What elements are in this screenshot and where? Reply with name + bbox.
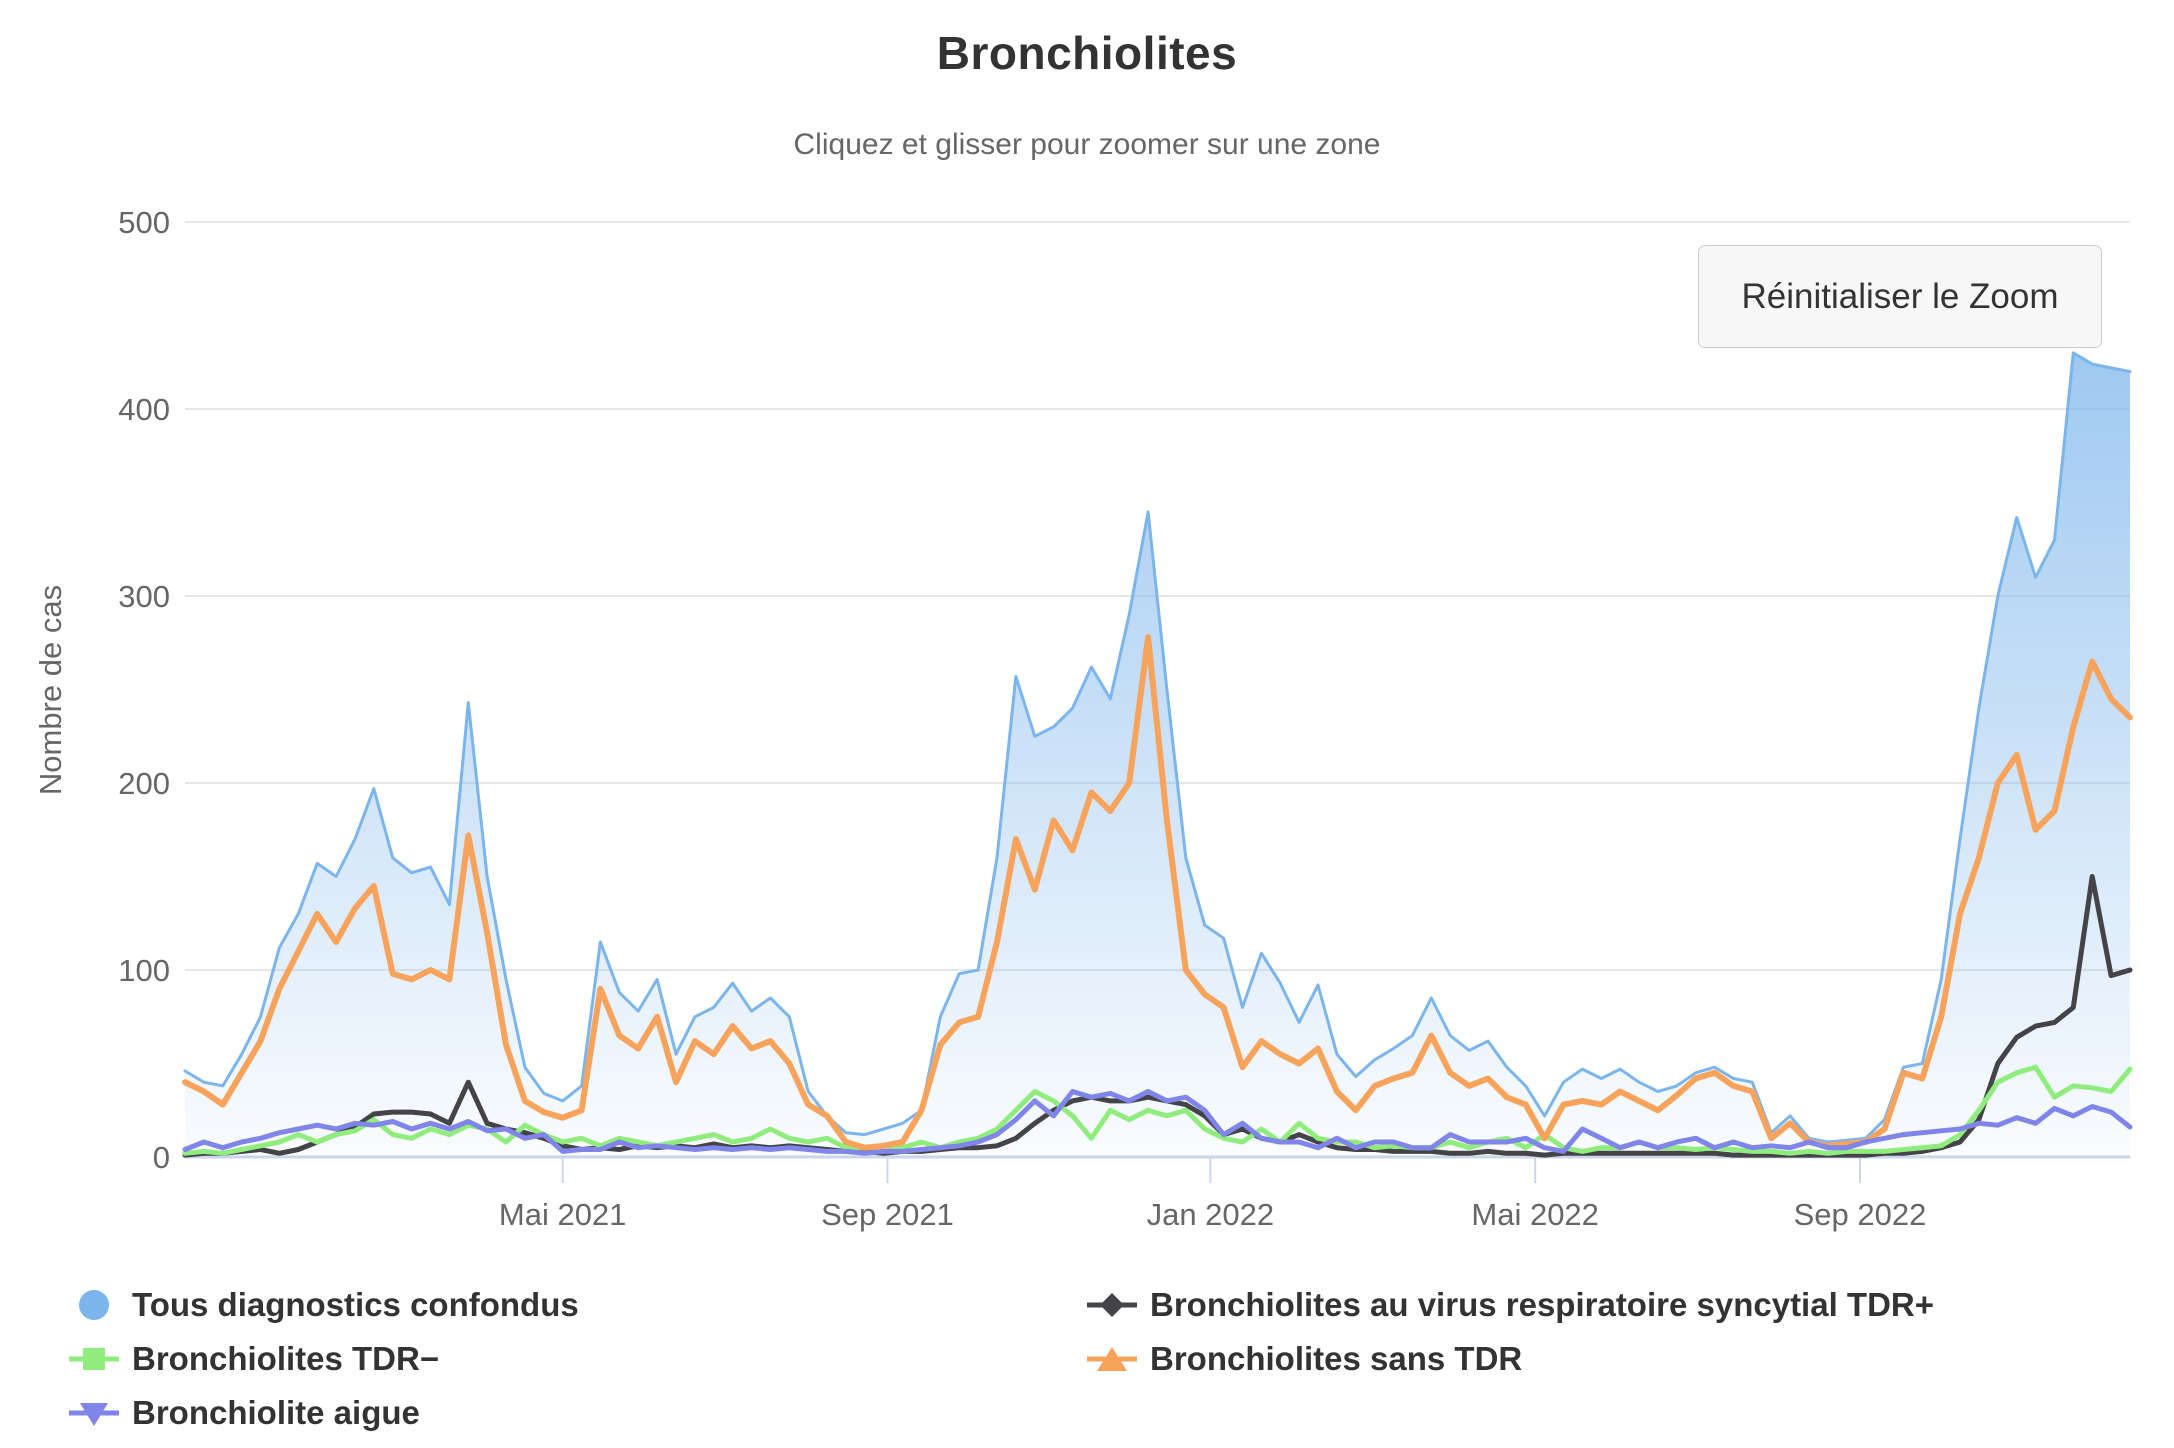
y-tick-label: 0 (153, 1140, 170, 1175)
reset-zoom-button[interactable]: Réinitialiser le Zoom (1698, 245, 2102, 348)
y-tick-label: 100 (118, 953, 170, 988)
legend-label: Bronchiolites sans TDR (1150, 1340, 1523, 1377)
y-tick-label: 200 (118, 766, 170, 801)
legend-item-bronchiolites-sans-tdr[interactable]: Bronchiolites sans TDR (1086, 1336, 1522, 1382)
line-series-sans-tdr (182, 634, 2133, 1151)
chart-subtitle: Cliquez et glisser pour zoomer sur une z… (793, 128, 1381, 161)
legend-label: Bronchiolites TDR− (132, 1340, 440, 1377)
legend-item-bronchiolite-aigue[interactable]: Bronchiolite aigue (68, 1390, 420, 1436)
y-tick-label: 500 (118, 205, 170, 240)
x-tick-label: Mai 2021 (499, 1197, 627, 1232)
square-marker-icon (69, 1348, 119, 1370)
x-tick-label: Mai 2022 (1471, 1197, 1599, 1232)
triangle-up-marker-icon (1087, 1347, 1137, 1371)
legend-item-tous-diagnostics[interactable]: Tous diagnostics confondus (68, 1282, 579, 1328)
triangle-down-marker-icon (69, 1403, 119, 1426)
legend-label: Tous diagnostics confondus (132, 1286, 579, 1323)
y-tick-label: 300 (118, 579, 170, 614)
y-tick-label: 400 (118, 392, 170, 427)
chart-title: Bronchiolites (936, 27, 1238, 79)
x-tick-label: Jan 2022 (1147, 1197, 1275, 1232)
line-series-tdr-moins (182, 1064, 2133, 1156)
x-tick-label: Sep 2022 (1794, 1197, 1927, 1232)
circle-marker-icon (79, 1290, 109, 1320)
reset-zoom-label: Réinitialiser le Zoom (1741, 276, 2059, 316)
x-tick-label: Sep 2021 (821, 1197, 954, 1232)
line-series-bronchiolite-aigue (182, 1089, 2133, 1156)
legend-item-bronchiolites-tdr-moins[interactable]: Bronchiolites TDR− (68, 1336, 439, 1382)
legend-item-bronchiolites-vrs-tdr-plus[interactable]: Bronchiolites au virus respiratoire sync… (1086, 1282, 1934, 1328)
diamond-marker-icon (1087, 1293, 1137, 1317)
plot-drag-zoom-area[interactable] (185, 222, 2130, 1157)
legend-label: Bronchiolite aigue (132, 1394, 420, 1431)
line-series-tous-diagnostics (183, 351, 2132, 1144)
legend-label: Bronchiolites au virus respiratoire sync… (1150, 1286, 1935, 1323)
y-axis-title: Nombre de cas (33, 584, 68, 796)
